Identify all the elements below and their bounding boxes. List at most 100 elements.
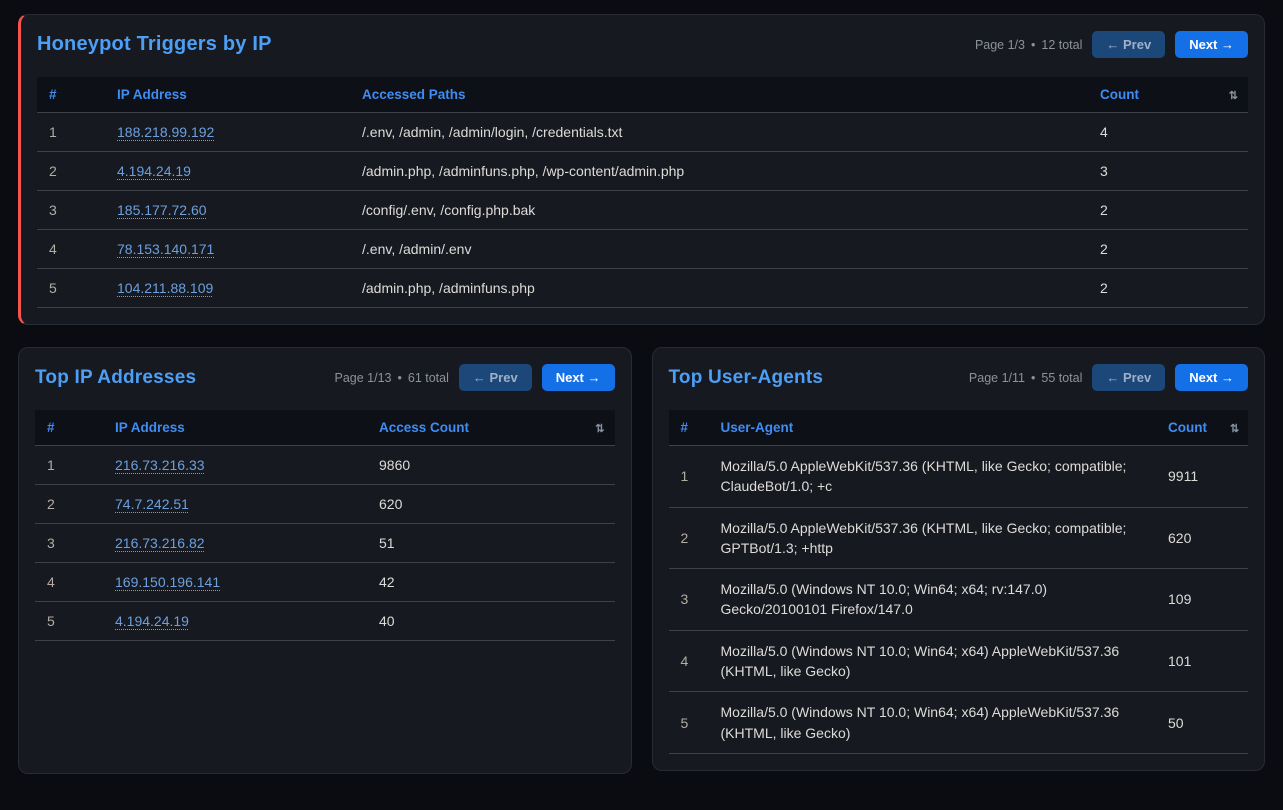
column-header-num: # (680, 420, 689, 435)
table-row: 3 216.73.216.82 51 (35, 524, 615, 563)
count-cell: 2 (1100, 202, 1108, 218)
page-indicator: Page 1/13 (334, 370, 392, 385)
row-number: 2 (680, 529, 689, 546)
ip-link[interactable]: 188.218.99.192 (117, 124, 215, 140)
spacer-cell (585, 446, 615, 485)
row-number: 2 (47, 496, 55, 512)
prev-button[interactable]: ← Prev (1092, 31, 1166, 58)
top-ips-table: # IP Address Access Count ⇅ 1 216.73.216… (35, 410, 615, 641)
user-agent-cell: Mozilla/5.0 AppleWebKit/537.36 (KHTML, l… (720, 519, 1127, 556)
sort-icon[interactable]: ⇅ (595, 423, 605, 435)
next-button[interactable]: Next → (541, 364, 615, 391)
honeypot-table: # IP Address Accessed Paths Count ⇅ 1 18… (37, 77, 1248, 308)
spacer-cell (1222, 507, 1248, 569)
count-cell: 2 (1100, 280, 1108, 296)
count-cell: 42 (379, 574, 395, 590)
column-header-count: Count (1100, 87, 1139, 102)
pagination: Page 1/11 • 55 total ← Prev Next → (969, 364, 1248, 391)
bullet-separator: • (1030, 37, 1036, 52)
count-cell: 2 (1100, 241, 1108, 257)
ip-link[interactable]: 4.194.24.19 (115, 613, 189, 629)
count-cell: 9860 (379, 457, 411, 473)
ip-link[interactable]: 4.194.24.19 (117, 163, 191, 179)
sort-header: ⇅ (585, 410, 615, 446)
row-number: 5 (47, 613, 55, 629)
row-number: 4 (680, 653, 689, 670)
column-header-ua: User-Agent (720, 420, 794, 435)
column-header-ip: IP Address (115, 420, 185, 435)
page-indicator: Page 1/11 (968, 370, 1025, 385)
row-number: 1 (49, 124, 57, 140)
sort-icon[interactable]: ⇅ (1230, 423, 1240, 435)
spacer-cell (585, 524, 615, 563)
column-header-count: Access Count (379, 420, 470, 435)
spacer-cell (1222, 446, 1248, 508)
panel-header: Top User-Agents Page 1/11 • 55 total ← P… (669, 364, 1248, 391)
bullet-separator: • (397, 370, 402, 385)
ip-link[interactable]: 78.153.140.171 (117, 241, 215, 257)
next-button[interactable]: Next → (1175, 364, 1248, 391)
page-indicator: Page 1/3 (974, 37, 1025, 52)
spacer-cell (1212, 113, 1248, 152)
spacer-cell (585, 485, 615, 524)
paths-cell: /config/.env, /config.php.bak (362, 202, 536, 218)
row-number: 4 (49, 241, 57, 257)
table-row: 1 188.218.99.192 /.env, /admin, /admin/l… (37, 113, 1248, 152)
spacer-cell (1212, 152, 1248, 191)
row-number: 3 (49, 202, 57, 218)
paths-cell: /admin.php, /adminfuns.php (362, 280, 535, 296)
row-number: 1 (47, 457, 55, 473)
spacer-cell (1212, 230, 1248, 269)
spacer-cell (1222, 692, 1248, 754)
total-count: 12 total (1041, 37, 1083, 52)
paths-cell: /admin.php, /adminfuns.php, /wp-content/… (362, 163, 685, 179)
row-number: 3 (680, 591, 689, 608)
ip-link[interactable]: 104.211.88.109 (117, 280, 214, 296)
top-ip-addresses-panel: Top IP Addresses Page 1/13 • 61 total ← … (18, 347, 632, 774)
user-agent-cell: Mozilla/5.0 (Windows NT 10.0; Win64; x64… (720, 642, 1120, 680)
bullet-separator: • (1030, 370, 1036, 385)
ip-link[interactable]: 216.73.216.33 (115, 457, 205, 473)
paths-cell: /.env, /admin, /admin/login, /credential… (362, 124, 623, 140)
pagination: Page 1/13 • 61 total ← Prev Next → (334, 364, 615, 391)
column-header-count: Count (1168, 420, 1207, 435)
table-row: 3 185.177.72.60 /config/.env, /config.ph… (37, 191, 1248, 230)
row-number: 3 (47, 535, 55, 551)
top-user-agents-panel: Top User-Agents Page 1/11 • 55 total ← P… (651, 347, 1265, 771)
table-row: 2 4.194.24.19 /admin.php, /adminfuns.php… (37, 152, 1248, 191)
spacer-cell (1212, 191, 1248, 230)
sort-header: ⇅ (1222, 410, 1248, 446)
table-row: 2 Mozilla/5.0 AppleWebKit/537.36 (KHTML,… (668, 507, 1248, 569)
ip-link[interactable]: 169.150.196.141 (115, 574, 221, 590)
table-row: 5 Mozilla/5.0 (Windows NT 10.0; Win64; x… (668, 692, 1248, 754)
panel-header: Top IP Addresses Page 1/13 • 61 total ← … (35, 364, 615, 391)
spacer-cell (585, 563, 615, 602)
table-row: 5 4.194.24.19 40 (35, 602, 615, 641)
sort-icon[interactable]: ⇅ (1228, 90, 1238, 102)
paths-cell: /.env, /admin/.env (362, 241, 472, 257)
pagination-meta: Page 1/13 • 61 total (334, 371, 448, 385)
count-cell: 620 (1168, 529, 1192, 546)
column-header-paths: Accessed Paths (362, 87, 466, 102)
table-row: 2 74.7.242.51 620 (35, 485, 615, 524)
table-row: 1 Mozilla/5.0 AppleWebKit/537.36 (KHTML,… (668, 446, 1248, 508)
table-header-row: # IP Address Access Count ⇅ (35, 410, 615, 446)
spacer-cell (1212, 269, 1248, 308)
ip-link[interactable]: 216.73.216.82 (115, 535, 205, 551)
user-agent-cell: Mozilla/5.0 AppleWebKit/537.36 (KHTML, l… (720, 458, 1127, 495)
top-user-agents-table: # User-Agent Count ⇅ 1 Mozilla/5.0 Apple… (668, 410, 1248, 754)
total-count: 61 total (407, 370, 449, 385)
count-cell: 51 (379, 535, 395, 551)
prev-button[interactable]: ← Prev (1092, 364, 1166, 391)
user-agent-cell: Mozilla/5.0 (Windows NT 10.0; Win64; x64… (720, 704, 1120, 741)
pagination: Page 1/3 • 12 total ← Prev Next → (975, 31, 1248, 58)
honeypot-triggers-panel: Honeypot Triggers by IP Page 1/3 • 12 to… (18, 14, 1265, 325)
prev-button[interactable]: ← Prev (458, 364, 532, 391)
next-button[interactable]: Next → (1175, 31, 1248, 58)
ip-link[interactable]: 74.7.242.51 (115, 496, 189, 512)
ip-link[interactable]: 185.177.72.60 (117, 202, 207, 218)
panel-title: Honeypot Triggers by IP (37, 33, 272, 55)
pagination-meta: Page 1/11 • 55 total (969, 371, 1082, 385)
sort-header: ⇅ (1212, 77, 1248, 113)
